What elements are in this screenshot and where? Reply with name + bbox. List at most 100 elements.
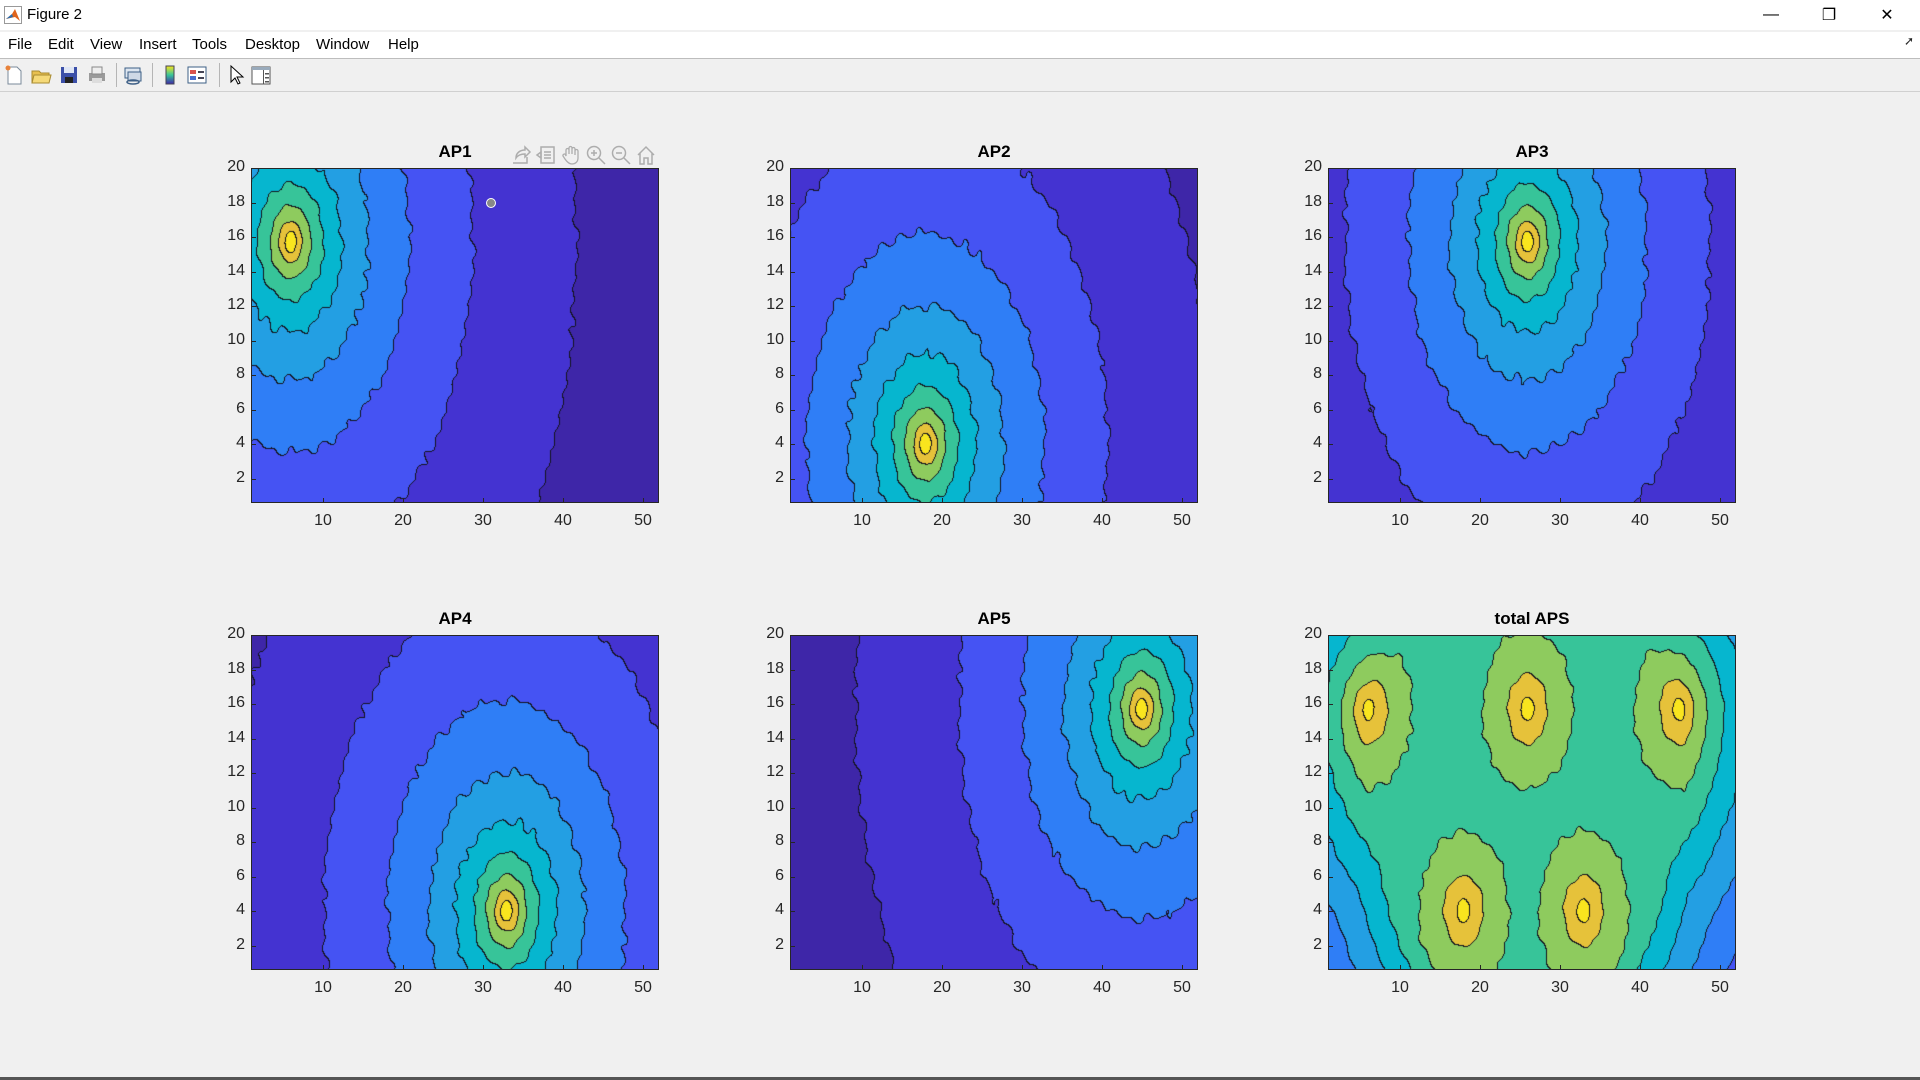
save-icon[interactable] <box>58 64 80 86</box>
home-icon[interactable] <box>635 144 657 166</box>
link-figure-icon[interactable] <box>122 64 144 86</box>
y-tick-mark <box>251 444 256 446</box>
axes-ap2[interactable]: AP2 10 20 30 40 50 2 4 6 8 10 12 14 16 18 20 <box>766 142 1198 529</box>
pan-icon[interactable] <box>560 144 582 166</box>
close-button[interactable]: ✕ <box>1880 7 1894 24</box>
y-tick-mark <box>251 773 256 775</box>
y-tick-label: 18 <box>766 659 784 677</box>
axes-title: AP3 <box>1515 142 1549 161</box>
colorbar-icon[interactable] <box>159 64 181 86</box>
restore-button[interactable]: ❐ <box>1821 7 1837 24</box>
x-tick-label: 40 <box>1093 512 1111 529</box>
axes-ap1[interactable]: AP1 10 20 30 40 50 2 4 6 8 10 12 14 16 18 20 <box>227 142 659 529</box>
brush-icon[interactable] <box>535 144 557 166</box>
x-tick-mark <box>1480 498 1481 503</box>
y-tick-mark <box>1328 842 1333 844</box>
y-tick-mark <box>790 375 795 377</box>
window-bottom-border <box>0 1077 1920 1080</box>
y-tick-mark <box>1328 375 1333 377</box>
y-tick-label: 4 <box>775 901 784 919</box>
menu-file[interactable]: File <box>8 36 33 53</box>
y-tick-label: 20 <box>766 158 784 175</box>
axes-total-aps[interactable]: total APS 10 20 30 40 50 2 4 6 8 10 12 14 16 18 20 <box>1304 609 1736 996</box>
toolbar-separator <box>116 63 117 87</box>
y-tick-label: 16 <box>227 227 245 245</box>
menu-edit[interactable]: Edit <box>48 36 74 53</box>
x-tick-label: 30 <box>474 512 492 529</box>
menu-desktop[interactable]: Desktop <box>245 36 301 53</box>
x-tick-mark <box>1400 498 1401 503</box>
x-tick-label: 50 <box>1173 979 1191 996</box>
new-figure-icon[interactable] <box>3 64 25 86</box>
y-tick-label: 16 <box>1304 227 1322 245</box>
y-tick-label: 8 <box>775 832 784 850</box>
y-tick-label: 12 <box>766 296 784 314</box>
x-tick-mark <box>483 498 484 503</box>
y-tick-mark <box>790 773 795 775</box>
y-tick-label: 20 <box>766 625 784 642</box>
y-tick-label: 12 <box>766 763 784 781</box>
y-tick-label: 8 <box>775 365 784 383</box>
minimize-button[interactable]: — <box>1763 6 1779 23</box>
axes-ap3[interactable]: AP3 10 20 30 40 50 2 4 6 8 10 12 14 16 18 20 <box>1304 142 1736 529</box>
axes-ap5[interactable]: AP5 10 20 30 40 50 2 4 6 8 10 12 14 16 18 20 <box>766 609 1198 996</box>
y-tick-mark <box>1328 911 1333 913</box>
axes-ap4[interactable]: AP4 10 20 30 40 50 2 4 6 8 10 12 14 16 18 20 <box>227 609 659 996</box>
x-tick-label: 40 <box>1631 979 1649 996</box>
menu-help[interactable]: Help <box>388 36 419 53</box>
y-tick-label: 10 <box>766 797 784 815</box>
y-tick-label: 10 <box>227 797 245 815</box>
x-tick-label: 40 <box>554 512 572 529</box>
x-tick-label: 20 <box>394 979 412 996</box>
zoom-out-icon[interactable] <box>610 144 632 166</box>
y-tick-mark <box>1328 271 1333 273</box>
y-tick-mark <box>251 876 256 878</box>
y-tick-label: 6 <box>236 866 245 884</box>
data-cursor-marker[interactable] <box>486 197 496 208</box>
y-tick-mark <box>790 168 795 169</box>
y-tick-mark <box>251 704 256 706</box>
y-tick-mark <box>790 409 795 411</box>
y-tick-label: 14 <box>227 728 245 746</box>
y-tick-label: 16 <box>227 694 245 712</box>
menu-tools[interactable]: Tools <box>192 36 228 53</box>
menu-bar: File Edit View Insert Tools Desktop Wind… <box>0 32 1920 59</box>
y-tick-label: 2 <box>236 935 245 953</box>
axes-title: AP5 <box>977 609 1011 628</box>
y-tick-mark <box>251 669 256 671</box>
export-icon[interactable] <box>510 144 532 166</box>
x-tick-label: 10 <box>314 979 332 996</box>
open-file-icon[interactable] <box>30 64 52 86</box>
y-tick-label: 16 <box>766 227 784 245</box>
contour-fill <box>251 168 659 503</box>
y-tick-label: 8 <box>236 365 245 383</box>
x-tick-mark <box>643 965 644 970</box>
zoom-in-icon[interactable] <box>585 144 607 166</box>
y-tick-label: 10 <box>766 330 784 348</box>
pointer-icon[interactable] <box>225 64 247 86</box>
x-tick-mark <box>1640 498 1641 503</box>
y-tick-label: 4 <box>1313 901 1322 919</box>
y-tick-label: 20 <box>1304 625 1322 642</box>
dock-arrow-icon[interactable]: ➚ <box>1904 34 1915 48</box>
y-tick-mark <box>1328 704 1333 706</box>
contour-fill <box>790 635 1198 970</box>
y-tick-mark <box>790 237 795 239</box>
x-tick-label: 10 <box>1391 512 1409 529</box>
y-tick-mark <box>251 478 256 480</box>
print-icon[interactable] <box>86 64 108 86</box>
legend-icon[interactable] <box>186 64 208 86</box>
y-tick-label: 8 <box>1313 832 1322 850</box>
y-tick-label: 18 <box>766 192 784 210</box>
x-tick-mark <box>323 965 324 970</box>
menu-insert[interactable]: Insert <box>139 36 177 53</box>
menu-window[interactable]: Window <box>316 36 370 53</box>
y-tick-mark <box>251 340 256 342</box>
y-tick-mark <box>1328 478 1333 480</box>
y-tick-mark <box>1328 202 1333 204</box>
property-inspector-icon[interactable] <box>250 64 272 86</box>
x-tick-label: 10 <box>853 979 871 996</box>
x-tick-label: 40 <box>1093 979 1111 996</box>
menu-view[interactable]: View <box>90 36 123 53</box>
y-tick-mark <box>1328 773 1333 775</box>
